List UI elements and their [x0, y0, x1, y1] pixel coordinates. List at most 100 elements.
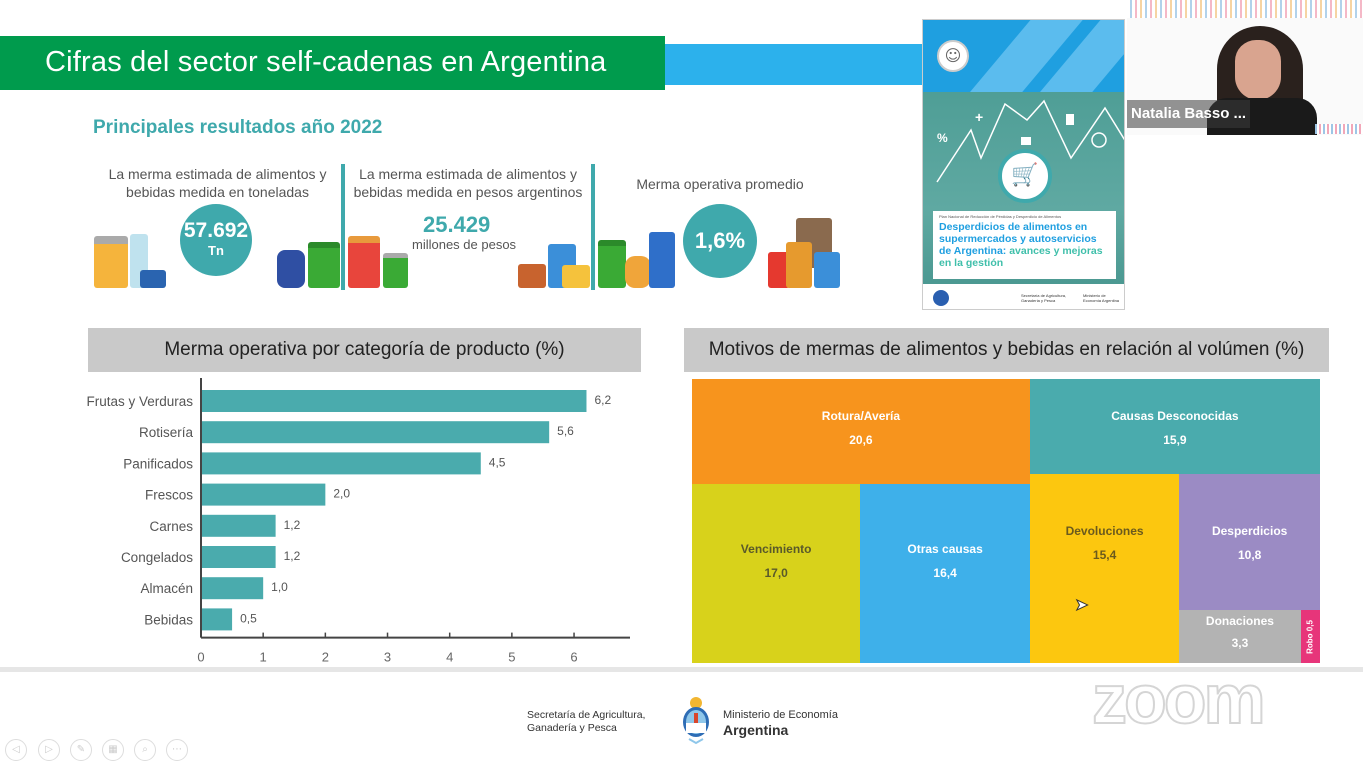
more-icon[interactable]: ⋯ — [166, 739, 188, 761]
gs1-logo — [933, 290, 949, 306]
previous-icon[interactable]: ◁ — [5, 739, 27, 761]
kpi-heading-merma: Merma operativa promedio — [636, 176, 804, 192]
category-label: Rotisería — [139, 425, 194, 440]
treemap-cell: Rotura/Avería 20,6 — [692, 379, 1030, 485]
kpi-heading-pesos: La merma estimada de alimentos y bebidas… — [353, 166, 583, 200]
treemap-cell: Robo 0,5 — [1300, 610, 1320, 663]
slides-icon[interactable]: ▦ — [102, 739, 124, 761]
value-label: 1,0 — [271, 580, 288, 594]
decorative-stripes — [1315, 124, 1363, 134]
treemap-value: 15,4 — [1092, 548, 1117, 563]
value-label: 1,2 — [284, 518, 301, 532]
kpi-divider — [341, 164, 345, 290]
footer-ministerio: Ministerio de Economía Argentina — [723, 709, 838, 739]
footer-divider — [0, 667, 1363, 672]
treemap-value: 10,8 — [1237, 548, 1262, 563]
slide-subtitle: Principales resultados año 2022 — [93, 117, 383, 138]
value-label: 1,2 — [284, 549, 301, 563]
cart-icon: 🛒 — [998, 149, 1052, 203]
bar — [201, 421, 550, 444]
footer-secretaria: Secretaría de Agricultura, Ganadería y P… — [527, 709, 645, 735]
calculator-icon — [1066, 114, 1074, 125]
bar — [201, 390, 587, 412]
footer-ministerio-line2: Argentina — [723, 722, 789, 738]
x-tick-label: 5 — [508, 650, 515, 665]
treemap-cell: Devoluciones 15,4 — [1029, 474, 1180, 663]
bar — [201, 452, 481, 475]
treemap-cell: Causas Desconocidas 15,9 — [1029, 379, 1320, 475]
kpi-unit-tons: Tn — [208, 243, 224, 258]
category-label: Carnes — [149, 519, 193, 534]
next-icon[interactable]: ▷ — [38, 739, 60, 761]
plus-icon: + — [975, 109, 983, 125]
category-label: Panificados — [123, 456, 193, 471]
coat-of-arms-icon — [683, 697, 709, 745]
category-label: Frescos — [145, 488, 193, 503]
report-cover: ☺ % + 🛒 Plan Nacional de Reducción de Pé… — [922, 19, 1125, 310]
participant-name: Natalia Basso ... — [1127, 100, 1251, 128]
treemap-label: Otras causas — [907, 542, 983, 557]
zoom-watermark: zoom — [1091, 660, 1267, 738]
cover-foot-ministerio: Ministerio de Economía Argentina — [1083, 293, 1120, 303]
treemap-label: Devoluciones — [1065, 524, 1144, 539]
title-banner: Cifras del sector self-cadenas en Argent… — [0, 36, 665, 90]
category-label: Bebidas — [144, 612, 193, 627]
treemap-label: Causas Desconocidas — [1111, 409, 1239, 423]
value-label: 2,0 — [333, 487, 350, 501]
footer-secretaria-line2: Ganadería y Pesca — [527, 722, 617, 734]
treemap-label: Vencimiento — [740, 542, 812, 557]
kpi-divider — [591, 164, 595, 290]
x-tick-label: 1 — [260, 650, 267, 665]
bar-chart-title: Merma operativa por categoría de product… — [88, 328, 641, 372]
treemap-value: 20,6 — [849, 433, 873, 447]
x-tick-label: 0 — [197, 650, 204, 665]
slide-title: Cifras del sector self-cadenas en Argent… — [45, 46, 607, 78]
value-label: 6,2 — [594, 393, 611, 407]
bar — [201, 608, 233, 631]
value-label: 5,6 — [557, 424, 574, 438]
treemap-cell: Vencimiento 17,0 — [692, 484, 861, 663]
pen-icon[interactable]: ✎ — [70, 739, 92, 761]
kpi-unit-pesos: millones de pesos — [412, 237, 517, 252]
treemap-value: 16,4 — [933, 566, 957, 581]
zoom-in-icon[interactable]: ⌕ — [134, 739, 156, 761]
kpi-heading-tons: La merma estimada de alimentos y bebidas… — [108, 166, 327, 200]
bar — [201, 546, 276, 568]
kpi-circle-tons: 57.692 Tn — [180, 204, 252, 276]
kpi-value-pesos: 25.429 — [423, 212, 491, 237]
title-accent-bar — [665, 44, 927, 85]
cover-title: Desperdicios de alimentos en supermercad… — [939, 221, 1097, 257]
footer-ministerio-line1: Ministerio de Economía — [723, 709, 838, 721]
category-label: Frutas y Verduras — [86, 394, 193, 409]
bar — [201, 483, 326, 506]
footer-secretaria-line1: Secretaría de Agricultura, — [527, 709, 646, 721]
category-label: Congelados — [121, 550, 193, 565]
treemap-value: 15,9 — [1163, 433, 1187, 447]
cover-foot-secretaria: Secretaría de Agricultura, Ganadería y P… — [1021, 293, 1067, 303]
treemap-cell: Desperdicios 10,8 — [1179, 474, 1320, 611]
x-tick-label: 3 — [384, 650, 391, 665]
mouse-cursor: ➤ — [1074, 595, 1089, 614]
treemap-label: Rotura/Avería — [821, 409, 901, 423]
x-tick-label: 2 — [322, 650, 329, 665]
bar-chart: Frutas y Verduras 6,2 Rotisería 5,6 Panifica… — [86, 378, 630, 665]
treemap-value: 17,0 — [764, 566, 788, 581]
treemap-label: Desperdicios — [1211, 524, 1288, 539]
bar — [201, 514, 276, 537]
kpi-value-tons: 57.692 — [183, 219, 249, 242]
recycle-icon — [1091, 132, 1107, 148]
value-label: 0,5 — [240, 611, 257, 625]
treemap-cell: Donaciones 3,3 — [1179, 610, 1301, 663]
cover-title-highlight: avances y mejoras en la gestión — [939, 245, 1103, 269]
category-label: Almacén — [140, 581, 193, 596]
kpi-value-merma: 1,6% — [683, 204, 757, 278]
x-tick-label: 4 — [446, 650, 453, 665]
decorative-stripes — [1130, 0, 1363, 18]
treemap-cell: Otras causas 16,4 — [860, 484, 1030, 663]
treemap-label: Donaciones — [1205, 614, 1274, 629]
percent-icon: % — [937, 131, 948, 145]
seal-icon: ☺ — [937, 40, 969, 72]
x-tick-label: 6 — [570, 650, 577, 665]
treemap-label: Robo 0,5 — [1305, 619, 1315, 654]
cover-plan-text: Plan Nacional de Reducción de Pérdidas y… — [939, 214, 1062, 219]
